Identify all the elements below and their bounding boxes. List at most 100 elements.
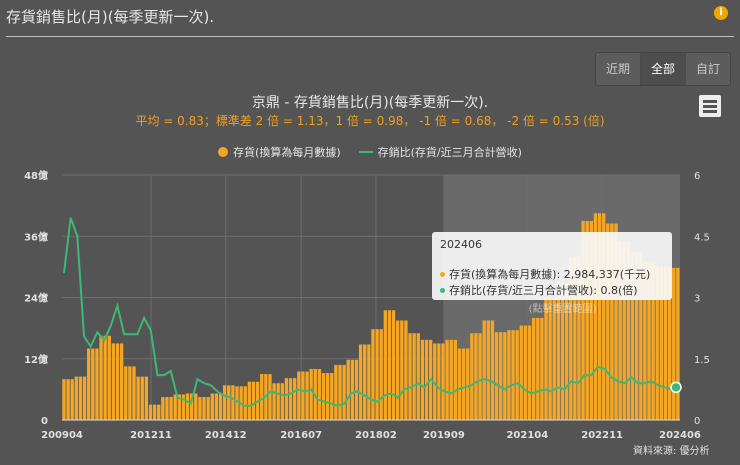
inventory-bar [466, 348, 470, 420]
inventory-bar [363, 344, 367, 420]
inventory-bar [218, 393, 223, 420]
range-all-button[interactable]: 全部 [641, 53, 686, 85]
inventory-bar [676, 267, 680, 420]
inventory-bar [437, 343, 441, 420]
inventory-bar [305, 371, 309, 420]
inventory-bar [470, 333, 474, 420]
inventory-bar [433, 343, 437, 420]
inventory-bar [457, 348, 462, 420]
range-recent-button[interactable]: 近期 [596, 53, 641, 85]
inventory-bar [602, 213, 606, 420]
inventory-bar [334, 364, 338, 420]
inventory-bar [111, 343, 116, 420]
legend-item-ratio[interactable]: 存銷比(存貨/近三月合計營收) [358, 144, 522, 160]
inventory-bar [606, 223, 610, 420]
inventory-bar [396, 320, 400, 420]
inventory-bar [499, 332, 503, 420]
inventory-bar [663, 266, 668, 420]
info-icon[interactable]: i [714, 6, 728, 20]
inventory-bar [177, 394, 181, 420]
inventory-bar [288, 378, 293, 420]
inventory-bar [651, 261, 655, 420]
legend-label: 存貨(換算為每月數據) [233, 146, 341, 159]
inventory-bar [610, 223, 614, 420]
ratio-hover-marker [670, 381, 682, 394]
x-tick-label: 201802 [355, 430, 397, 441]
series-dot-icon [440, 287, 445, 293]
inventory-bar [222, 385, 227, 420]
inventory-bar [445, 339, 449, 420]
inventory-bar [634, 251, 639, 420]
inventory-bar [511, 330, 515, 420]
inventory-bar [643, 261, 647, 420]
inventory-bar [169, 397, 173, 420]
hamburger-menu-icon[interactable] [699, 95, 721, 117]
divider [6, 36, 734, 37]
inventory-bar [115, 343, 120, 420]
inventory-bar [297, 371, 301, 420]
inventory-bar [387, 310, 392, 420]
inventory-bar [342, 364, 346, 420]
inventory-bar [124, 366, 128, 420]
x-tick-label: 202104 [506, 430, 548, 441]
inventory-bar [461, 348, 466, 420]
inventory-bar [507, 330, 511, 420]
inventory-bar [202, 397, 206, 420]
inventory-bar [560, 282, 565, 420]
inventory-bar [95, 348, 99, 420]
range-custom-button[interactable]: 自訂 [686, 53, 730, 85]
tooltip-row-inventory: 存貨(換算為每月數據): 2,984,337(千元) [440, 266, 650, 282]
inventory-bar [260, 374, 264, 420]
inventory-bar [548, 297, 552, 420]
inventory-bar [474, 333, 478, 420]
inventory-bar [293, 378, 297, 420]
inventory-bar [527, 325, 532, 420]
inventory-bar [214, 393, 219, 420]
inventory-bar [441, 343, 445, 420]
x-tick-label: 201211 [130, 430, 172, 441]
inventory-bar [119, 343, 124, 420]
inventory-bar [354, 359, 359, 420]
inventory-bar [165, 397, 169, 420]
legend-label: 存銷比(存貨/近三月合計營收) [377, 146, 522, 159]
inventory-bar [589, 220, 593, 420]
inventory-bar [330, 373, 334, 420]
inventory-bar [379, 329, 383, 420]
ratio-line [63, 217, 679, 407]
inventory-bar [383, 310, 387, 420]
inventory-bar [91, 348, 95, 420]
inventory-bar [185, 393, 190, 420]
x-tick-label: 202406 [659, 430, 701, 441]
inventory-bar [144, 376, 149, 420]
legend-dot-icon [218, 147, 229, 157]
inventory-bar [231, 385, 235, 420]
inventory-bar [78, 376, 83, 420]
inventory-bar [482, 320, 486, 420]
chart-subtitle: 平均 = 0.83；標準差 2 倍 = 1.13，1 倍 = 0.98， -1 … [135, 114, 605, 128]
inventory-bar [190, 393, 194, 420]
y-right-tick-label: 6 [694, 171, 700, 182]
inventory-bar [358, 344, 363, 420]
tooltip: 202406 存貨(換算為每月數據): 2,984,337(千元) 存銷比(存貨… [432, 232, 672, 300]
inventory-bar [371, 329, 375, 420]
inventory-bar [99, 335, 103, 420]
x-tick-label: 201607 [280, 430, 322, 441]
inventory-bar [103, 335, 107, 420]
tooltip-row-text: 存銷比(存貨/近三月合計營收): 0.8(倍) [449, 284, 638, 297]
inventory-bar [251, 381, 256, 420]
inventory-bar [515, 330, 519, 420]
inventory-bar [87, 348, 91, 420]
reset-zoom-label[interactable]: (點擊重置範圍) [528, 304, 597, 315]
inventory-bar [301, 371, 305, 420]
inventory-bar [593, 213, 598, 420]
inventory-bar [585, 220, 589, 420]
inventory-bar [247, 381, 252, 420]
inventory-bar [338, 364, 342, 420]
legend: 存貨(換算為每月數據) 存銷比(存貨/近三月合計營收) [0, 144, 740, 160]
inventory-bar [573, 256, 577, 420]
tooltip-row-ratio: 存銷比(存貨/近三月合計營收): 0.8(倍) [440, 282, 638, 298]
legend-item-inventory[interactable]: 存貨(換算為每月數據) [218, 144, 341, 160]
x-tick-label: 201412 [205, 430, 247, 441]
x-tick-label: 201909 [423, 430, 465, 441]
inventory-bar [280, 383, 284, 420]
